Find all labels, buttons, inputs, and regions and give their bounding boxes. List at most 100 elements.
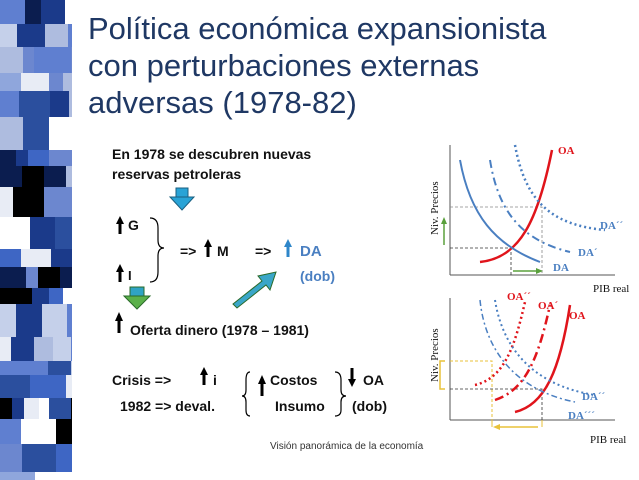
brace xyxy=(334,371,347,417)
stripe-block xyxy=(0,47,23,73)
i-rate-label: i xyxy=(213,372,217,388)
stripe-block xyxy=(19,91,50,117)
stripe-block xyxy=(16,304,30,337)
stripe-block xyxy=(24,398,39,419)
stripe-block xyxy=(38,267,60,288)
stripe-block xyxy=(35,472,72,480)
stripe-block xyxy=(42,304,67,337)
up-arrow-icon xyxy=(204,239,212,257)
stripe-block xyxy=(50,91,69,117)
stripe-block xyxy=(63,73,72,91)
stripe-block xyxy=(55,217,72,249)
up-arrow-icon xyxy=(116,264,124,282)
title-line-2: con perturbaciones externas xyxy=(88,48,480,83)
stripe-block xyxy=(44,187,72,217)
stripe-block xyxy=(21,249,51,267)
stripe-block xyxy=(34,337,53,361)
stripe-block xyxy=(0,150,16,166)
oa-label: OA xyxy=(363,372,384,388)
da2-curve xyxy=(513,144,606,232)
stripe-block xyxy=(34,47,71,73)
stripe-block xyxy=(49,398,71,419)
decorative-stripe xyxy=(0,0,72,480)
stripe-block xyxy=(56,444,72,472)
da2-curve-label: DA´´ xyxy=(600,220,624,232)
year-deval-text: 1982 => deval. xyxy=(120,398,215,414)
da3-curve-label: DA´´´ xyxy=(568,410,595,422)
right-arrow-icon xyxy=(513,268,543,274)
stripe-block xyxy=(45,24,68,47)
stripe-block xyxy=(69,91,72,117)
guide-line xyxy=(450,388,543,420)
down-bracket-arrow-icon xyxy=(439,360,445,390)
stripe-block xyxy=(0,472,35,480)
stripe-block xyxy=(0,217,30,249)
costos-label: Costos xyxy=(270,372,318,388)
da-curve-label: DA xyxy=(553,262,569,274)
da-label: DA xyxy=(300,243,322,260)
stripe-block xyxy=(0,0,25,24)
i-label: I xyxy=(128,268,132,283)
stripe-block xyxy=(0,73,21,91)
stripe-block xyxy=(0,444,22,472)
oa-curve-label: OA xyxy=(569,310,586,322)
title-line-1: Política económica expansionista xyxy=(88,11,547,46)
stripe-block xyxy=(27,361,48,375)
stripe-block xyxy=(16,150,28,166)
up-arrow-icon xyxy=(284,239,292,257)
da1-curve-label: DA´ xyxy=(578,247,598,259)
footer-text: Visión panorámica de la economía xyxy=(270,441,424,452)
stripe-block xyxy=(0,375,30,398)
stripe-block xyxy=(23,117,49,150)
stripe-block xyxy=(0,187,13,217)
implies-arrow-da: => xyxy=(255,243,272,259)
stripe-block xyxy=(60,267,72,288)
stripe-block xyxy=(0,304,16,337)
dob-label-2: (dob) xyxy=(352,398,387,414)
stripe-block xyxy=(71,337,72,361)
up-arrow-icon xyxy=(116,216,124,234)
stripe-block xyxy=(65,0,72,24)
implies-arrow-m: => xyxy=(180,243,197,259)
crisis-text: Crisis => xyxy=(112,372,172,388)
da3-curve xyxy=(479,299,576,403)
stripe-block xyxy=(0,24,17,47)
stripe-block xyxy=(0,91,19,117)
stripe-block xyxy=(0,166,22,187)
bullet-1-line-1: En 1978 se descubren nuevas xyxy=(112,146,312,162)
title-line-3: adversas (1978-82) xyxy=(88,85,357,120)
stripe-block xyxy=(13,187,44,217)
insumo-label: Insumo xyxy=(275,398,325,414)
stripe-block xyxy=(30,217,55,249)
stripe-block xyxy=(0,267,26,288)
da2-curve xyxy=(494,299,596,396)
oa1-curve xyxy=(494,304,552,402)
down-block-arrow-icon xyxy=(168,187,196,211)
oa1-curve-label: OA´ xyxy=(538,300,559,312)
x-axis-label: PIB real xyxy=(590,434,626,446)
stripe-block xyxy=(25,0,41,24)
bullet-1-line-2: reservas petroleras xyxy=(112,166,242,182)
stripe-block xyxy=(56,419,72,444)
up-arrow-icon xyxy=(115,312,123,333)
stripe-block xyxy=(0,117,23,150)
stripe-block xyxy=(67,304,72,337)
stripe-block xyxy=(71,47,72,73)
da-curve xyxy=(459,159,541,263)
oferta-dinero-text: Oferta dinero (1978 – 1981) xyxy=(130,322,309,338)
stripe-block xyxy=(0,249,21,267)
up-arrow-icon xyxy=(200,367,208,385)
stripe-block xyxy=(0,398,12,419)
m-label: M xyxy=(217,243,229,259)
stripe-block xyxy=(48,361,71,375)
stripe-block xyxy=(71,398,72,419)
stripe-block xyxy=(21,419,56,444)
brace xyxy=(149,217,165,283)
stripe-block xyxy=(44,166,66,187)
stripe-block xyxy=(41,0,65,24)
stripe-block xyxy=(17,24,45,47)
stripe-block xyxy=(66,375,72,398)
stripe-block xyxy=(63,288,72,304)
stripe-block xyxy=(49,117,72,150)
